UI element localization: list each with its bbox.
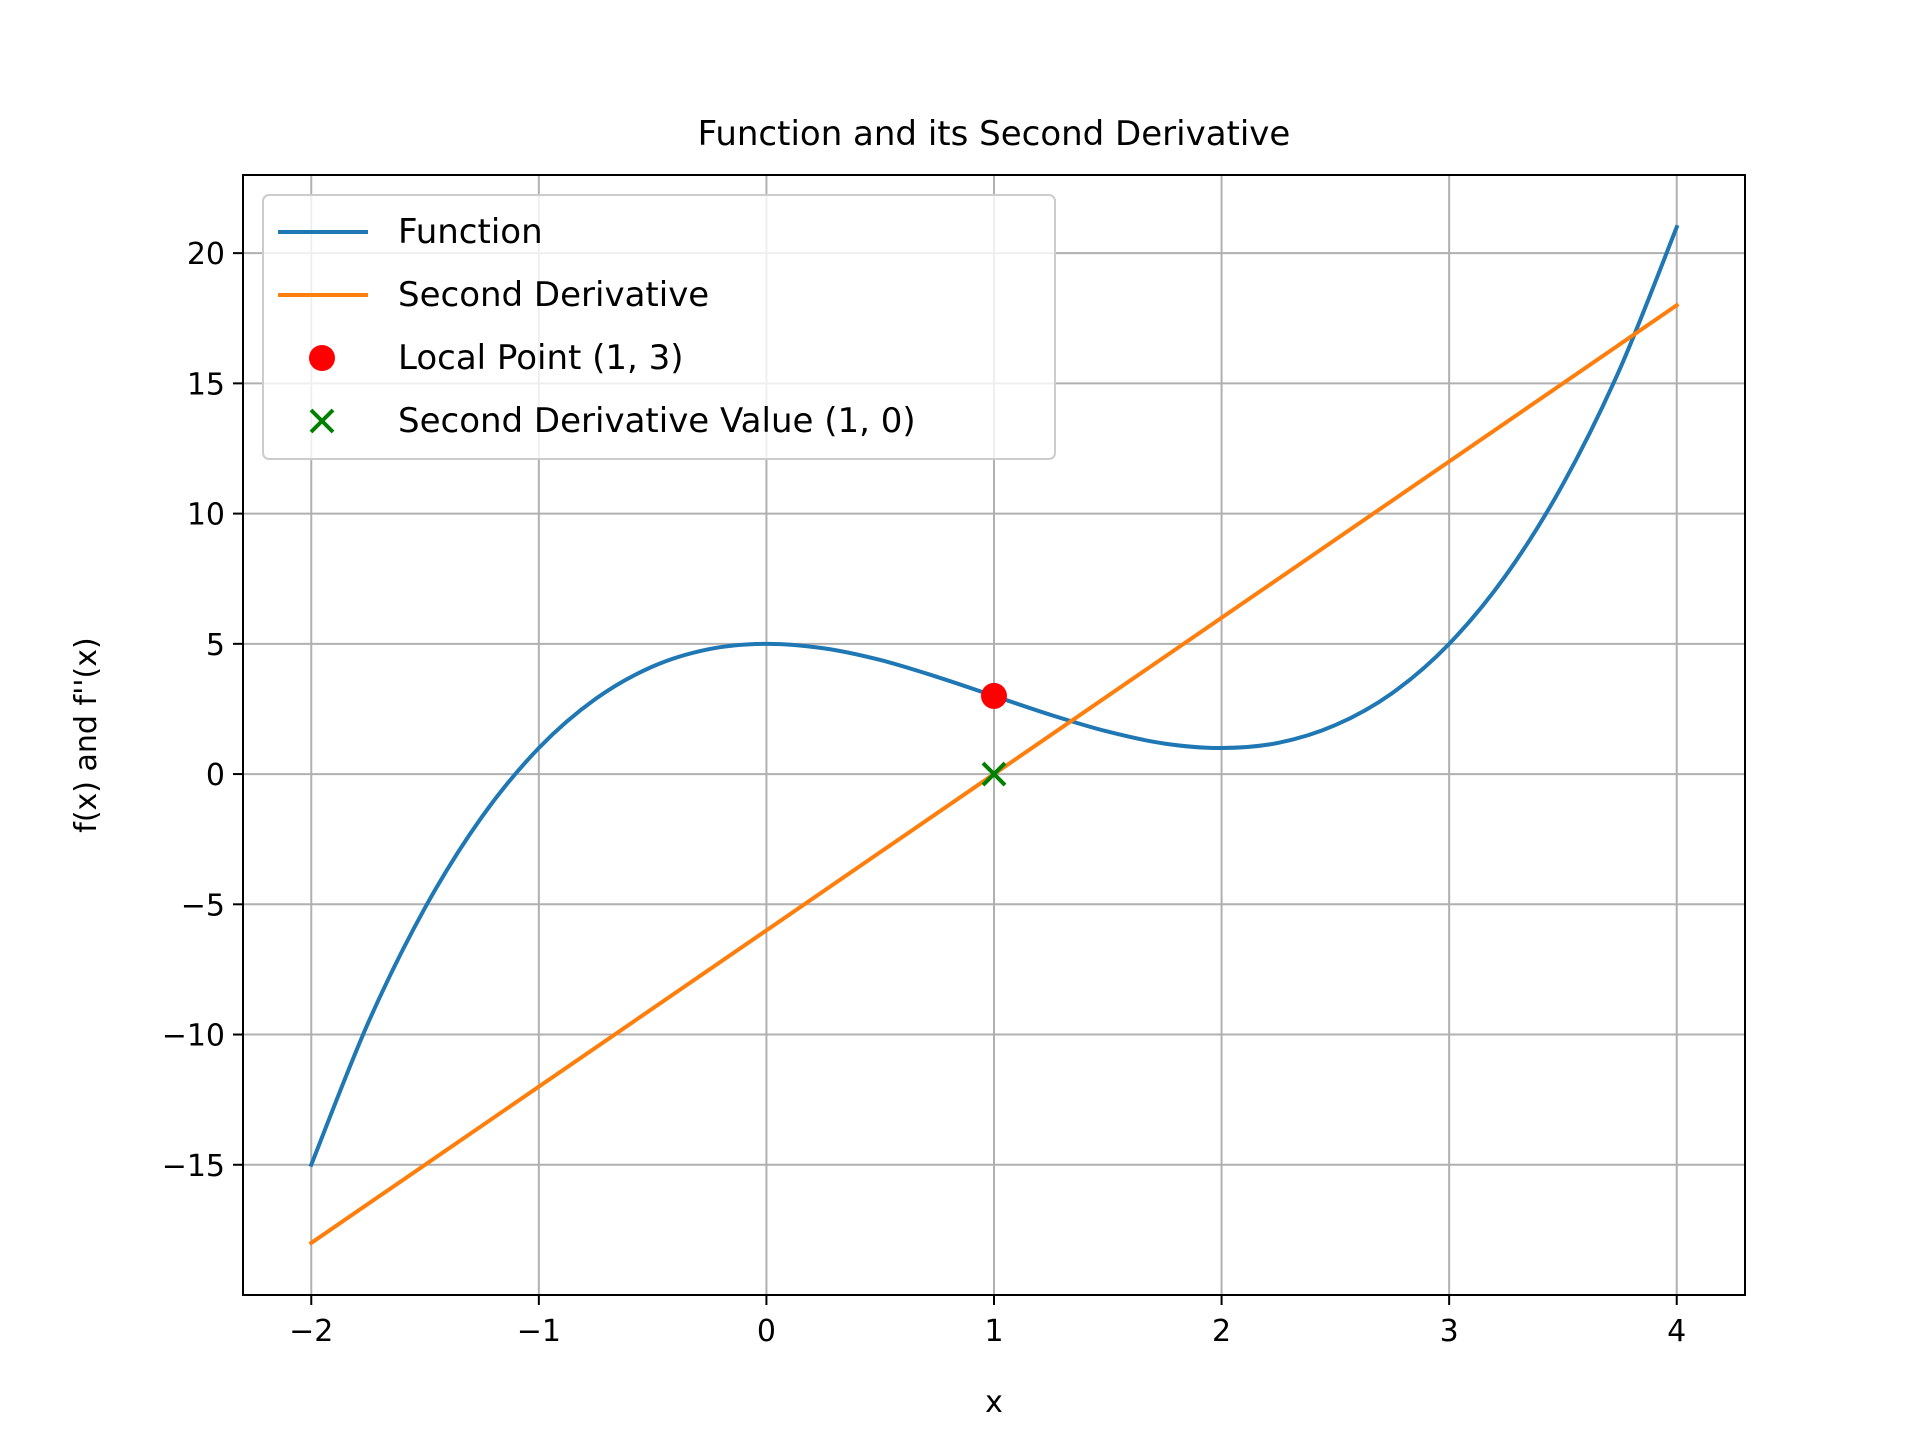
- series-layer: [308, 224, 1680, 1246]
- legend-entry-function: Function: [278, 212, 543, 252]
- y-tick-label: 5: [206, 628, 225, 663]
- legend-label: Second Derivative Value (1, 0): [398, 401, 916, 441]
- legend-swatch: [309, 408, 335, 434]
- legend-swatch: [309, 345, 335, 371]
- y-axis-label: f(x) and f''(x): [69, 637, 104, 832]
- y-tick-label: 20: [187, 237, 225, 272]
- legend-box: [262, 194, 1056, 460]
- x-tick-label: −2: [289, 1314, 333, 1349]
- chart-title: Function and its Second Derivative: [698, 114, 1291, 154]
- y-tick-label: −5: [181, 888, 225, 923]
- y-tick-label: 10: [187, 498, 225, 533]
- x-tick-label: 4: [1667, 1314, 1686, 1349]
- point-marker-stroke: [981, 761, 1007, 787]
- legend-entry-second-derivative-value-1-0: Second Derivative Value (1, 0): [309, 401, 916, 441]
- legend: Function Second Derivative Local Point (1,…: [262, 194, 1056, 460]
- point-local-point-1-3: [981, 682, 1007, 709]
- point-second-derivative-value-1-0: [981, 761, 1007, 787]
- x-axis-label: x: [985, 1385, 1003, 1420]
- y-tick-label: 0: [206, 758, 225, 793]
- legend-entry-local-point-1-3: Local Point (1, 3): [309, 338, 684, 378]
- legend-entry-second-derivative: Second Derivative: [278, 275, 709, 315]
- x-tick-label: −1: [517, 1314, 561, 1349]
- x-tick-label: 2: [1212, 1314, 1231, 1349]
- x-tick-label: 3: [1440, 1314, 1459, 1349]
- x-tick-label: 0: [757, 1314, 776, 1349]
- y-tick-label: −10: [162, 1019, 225, 1054]
- legend-label: Function: [398, 212, 543, 252]
- y-tick-label: −15: [162, 1149, 225, 1184]
- x-tick-label: 1: [984, 1314, 1003, 1349]
- legend-label: Second Derivative: [398, 275, 709, 315]
- y-tick-label: 15: [187, 367, 225, 402]
- legend-label: Local Point (1, 3): [398, 338, 684, 378]
